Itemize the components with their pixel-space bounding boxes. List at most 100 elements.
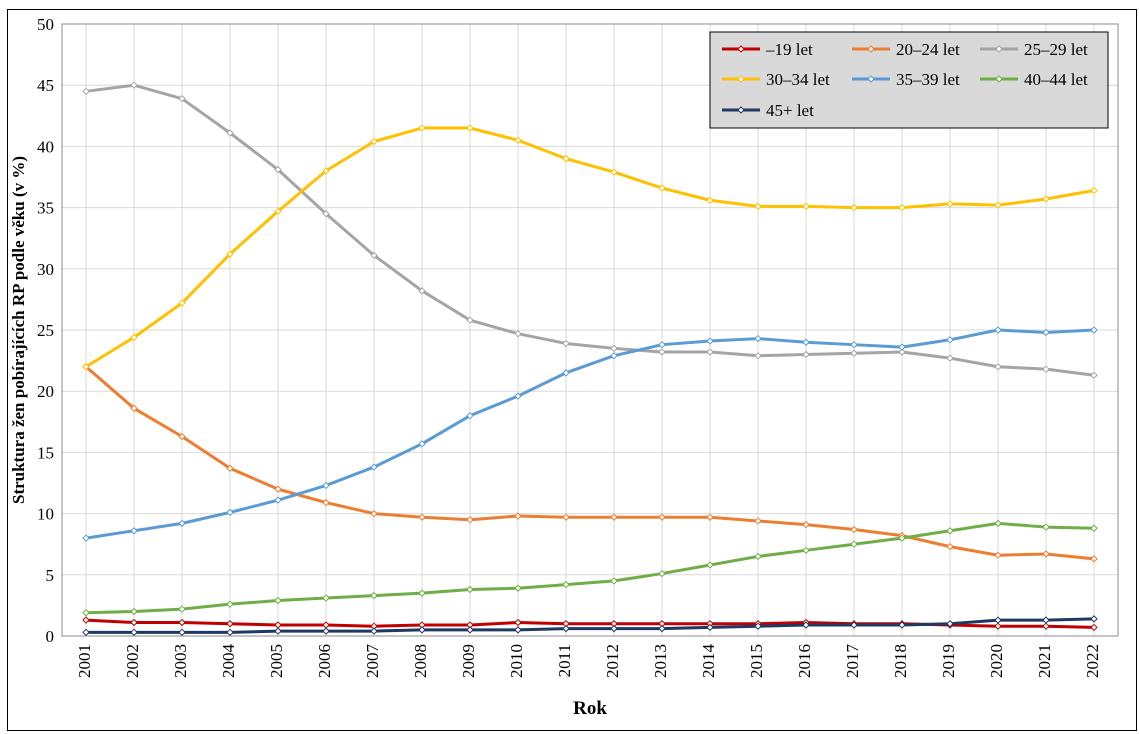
data-point [466, 411, 474, 420]
data-point [418, 440, 426, 448]
axes: 0 5 10 15 20 25 30 35 40 45 50 2001 2002 2003 2004 2005… [37, 15, 1119, 679]
data-point [370, 627, 378, 635]
legend-label: 45+ let [766, 101, 814, 120]
data-point [82, 616, 90, 624]
data-point [946, 200, 954, 208]
data-point [946, 620, 954, 628]
data-point [1042, 622, 1050, 630]
data-point [178, 94, 186, 103]
data-point [178, 628, 186, 637]
data-point [706, 348, 714, 356]
y-tick-label: 50 [37, 15, 54, 34]
legend-label: 20–24 let [896, 40, 960, 59]
data-point [322, 498, 330, 507]
data-point [658, 569, 666, 578]
data-point [82, 609, 90, 617]
data-point [322, 594, 330, 602]
data-point [274, 207, 282, 215]
data-point [1090, 524, 1098, 532]
y-tick-label: 35 [37, 199, 54, 218]
legend-marker [737, 106, 745, 114]
y-tick-label: 25 [37, 321, 54, 340]
data-point [658, 184, 666, 192]
x-tick-label: 2021 [1035, 644, 1054, 678]
data-point [850, 621, 858, 629]
data-point [754, 334, 762, 343]
data-point [802, 621, 810, 629]
data-point [178, 618, 186, 627]
data-point [514, 618, 522, 627]
legend-label: 35–39 let [896, 70, 960, 89]
data-point [706, 623, 714, 632]
data-point [178, 605, 186, 613]
legend-item: –19 let [722, 40, 813, 59]
x-tick-label: 2019 [939, 644, 958, 678]
data-point [418, 589, 426, 597]
x-tick-label: 2006 [315, 644, 334, 678]
x-tick-label: 2012 [603, 644, 622, 678]
data-point [994, 616, 1002, 624]
data-point [370, 591, 378, 600]
x-tick-label: 2003 [171, 644, 190, 678]
legend-label: 30–34 let [766, 70, 830, 89]
data-point [610, 577, 618, 585]
data-point [178, 432, 186, 441]
data-point [994, 326, 1002, 334]
data-point [370, 509, 378, 518]
data-point [658, 348, 666, 356]
data-point [562, 580, 570, 589]
data-point [130, 404, 138, 413]
series-lines [82, 81, 1098, 637]
data-point [754, 351, 762, 360]
series-5 [82, 519, 1098, 617]
legend-item: 30–34 let [722, 70, 830, 89]
series-line [85, 126, 1095, 368]
data-point [562, 369, 570, 377]
data-point [274, 621, 282, 629]
data-point [850, 340, 858, 349]
data-point [82, 534, 90, 542]
data-point [850, 525, 858, 534]
data-point [658, 513, 666, 521]
data-point [898, 343, 906, 351]
series-line [86, 617, 1095, 634]
data-point [898, 348, 906, 356]
legend-marker [737, 75, 745, 83]
data-point [1042, 616, 1050, 624]
data-point [418, 626, 426, 634]
data-point [514, 392, 522, 400]
x-tick-label: 2005 [267, 644, 286, 678]
data-point [130, 618, 138, 627]
data-point [466, 585, 474, 594]
x-tick-label: 2002 [123, 644, 142, 678]
x-tick-label: 2004 [219, 644, 238, 679]
y-tick-label: 20 [37, 382, 54, 401]
x-tick-label: 2008 [411, 644, 430, 678]
data-point [898, 534, 906, 542]
series-4 [82, 326, 1098, 542]
legend-item: 40–44 let [980, 70, 1088, 89]
data-point [274, 496, 282, 504]
x-tick-label: 2020 [987, 644, 1006, 678]
data-point [946, 542, 954, 551]
data-point [850, 203, 858, 212]
series-line [85, 328, 1095, 540]
data-point [754, 517, 762, 525]
data-point [802, 202, 810, 211]
data-point [1090, 371, 1098, 379]
data-point [706, 196, 714, 204]
data-point [418, 513, 426, 521]
x-tick-label: 2016 [795, 644, 814, 678]
data-point [610, 624, 618, 633]
data-point [130, 607, 138, 616]
data-point [946, 354, 954, 362]
data-point [802, 546, 810, 555]
x-tick-label: 2009 [459, 644, 478, 678]
data-point [226, 620, 234, 628]
data-point [994, 519, 1002, 528]
data-point [322, 621, 330, 629]
y-tick-label: 45 [37, 76, 54, 95]
data-point [610, 351, 618, 360]
data-point [562, 154, 570, 163]
data-point [130, 628, 138, 637]
